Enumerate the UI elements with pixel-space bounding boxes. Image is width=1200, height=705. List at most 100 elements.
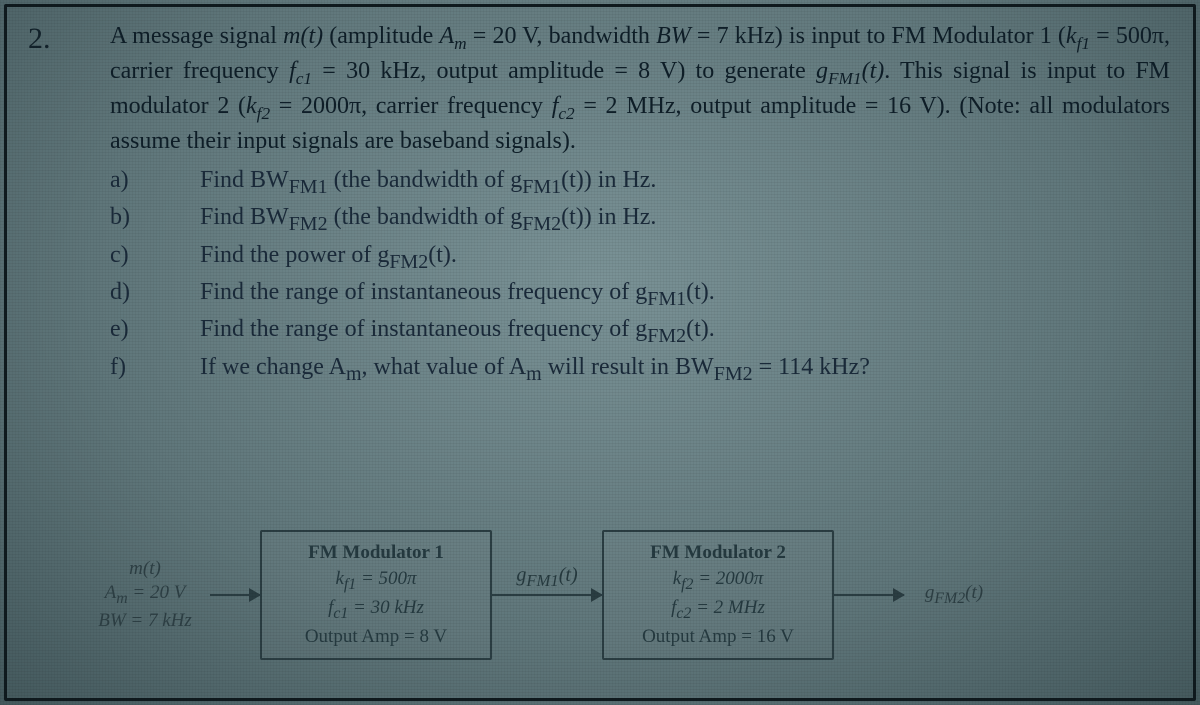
text: f [289,58,296,84]
s: FM1 [289,176,328,198]
symbol-kf2: kf2 [246,93,270,119]
t: g [635,279,647,305]
sub: c1 [296,69,312,88]
arrow-icon: gFM1(t) [492,594,602,596]
block-diagram: m(t) Am = 20 V BW = 7 kHz FM Modulator 1… [80,510,1120,680]
t: g [510,167,522,193]
text: A message signal [110,23,283,49]
input-line1: m(t) [80,557,210,581]
text: (t). [428,242,457,268]
mod2-title: FM Modulator 2 [618,540,818,566]
t: g [635,316,647,342]
part-b: b) Find BWFM2 (the bandwidth of gFM2(t))… [110,201,1170,238]
s: m [526,363,542,385]
s: FM2 [389,250,428,272]
symbol-Am: Am [439,23,466,49]
sub: c2 [558,104,574,123]
mod1-amp: Output Amp = 8 V [276,624,476,650]
mod1-fc: fc1 = 30 kHz [276,595,476,624]
t: A [509,354,526,380]
sym: gFM2 [510,204,561,230]
text: will result in [542,354,675,380]
text: (t). [686,279,715,305]
sym: Am [329,354,362,380]
sym: gFM2 [377,242,428,268]
part-e: e) Find the range of instantaneous frequ… [110,313,1170,350]
problem-statement: A message signal m(t) (amplitude Am = 20… [110,20,1170,158]
text: = 30 kHz, output amplitude = 8 V) to gen… [312,58,816,84]
text: Find [200,167,250,193]
text: (t) [862,58,885,84]
text: Find [200,204,250,230]
part-label: d) [110,276,200,313]
sym: BWFM2 [675,354,753,380]
symbol-fc2: fc2 [552,93,575,119]
text: Find the power of [200,242,377,268]
page: 2. A message signal m(t) (amplitude Am =… [0,0,1200,705]
s: m [346,363,362,385]
part-text: Find BWFM2 (the bandwidth of gFM2(t)) in… [200,201,1170,238]
sub: f1 [1077,34,1090,53]
parts-list: a) Find BWFM1 (the bandwidth of gFM1(t))… [110,164,1170,388]
part-c: c) Find the power of gFM2(t). [110,239,1170,276]
sub: m [454,34,466,53]
text: (t)) in Hz. [561,167,656,193]
mod2-fc: fc2 = 2 MHz [618,595,818,624]
mod2-amp: Output Amp = 16 V [618,624,818,650]
part-label: b) [110,201,200,238]
mod1-kf: kf1 = 500π [276,566,476,595]
sym: Am [509,354,542,380]
text: g [816,58,828,84]
text: k [246,93,257,119]
input-signal: m(t) Am = 20 V BW = 7 kHz [80,557,210,632]
text: , what value of [362,354,509,380]
t: BW [250,204,289,230]
input-line3: BW = 7 kHz [80,609,210,633]
s: FM1 [647,288,686,310]
text: = 20 V, bandwidth [467,23,657,49]
sym: BWFM2 [250,204,328,230]
part-text: Find the power of gFM2(t). [200,239,1170,276]
text: = 2000π, carrier frequency [270,93,552,119]
arrow-icon [834,594,904,596]
question-number: 2. [28,22,51,56]
text: (amplitude [323,23,439,49]
part-d: d) Find the range of instantaneous frequ… [110,276,1170,313]
text: If we change [200,354,329,380]
t: BW [250,167,289,193]
symbol-gfm1: gFM1(t) [816,58,884,84]
symbol-fc1: fc1 [289,58,312,84]
part-label: a) [110,164,200,201]
s: FM2 [289,213,328,235]
text: Find the range of instantaneous frequenc… [200,279,635,305]
part-label: f) [110,351,200,388]
t: g [377,242,389,268]
text: k [1066,23,1077,49]
mid-signal-label: gFM1(t) [492,564,602,591]
part-text: Find the range of instantaneous frequenc… [200,276,1170,313]
text: (t)) in Hz. [561,204,656,230]
text: (t). [686,316,715,342]
input-line2: Am = 20 V [80,581,210,609]
part-label: c) [110,239,200,276]
part-a: a) Find BWFM1 (the bandwidth of gFM1(t))… [110,164,1170,201]
part-f: f) If we change Am, what value of Am wil… [110,351,1170,388]
symbol-mt: m(t) [283,23,323,49]
text: (the bandwidth of [328,167,511,193]
sym: gFM1 [635,279,686,305]
sub: f2 [257,104,270,123]
arrow-icon [210,594,260,596]
text: Find the range of instantaneous frequenc… [200,316,635,342]
s: FM1 [522,176,561,198]
part-text: Find BWFM1 (the bandwidth of gFM1(t)) in… [200,164,1170,201]
output-signal: gFM2(t) [904,581,1004,609]
part-text: If we change Am, what value of Am will r… [200,351,1170,388]
mod2-kf: kf2 = 2000π [618,566,818,595]
s: FM2 [714,363,753,385]
sym: gFM1 [510,167,561,193]
t: BW [675,354,714,380]
sym: gFM2 [635,316,686,342]
t: g [510,204,522,230]
fm-modulator-1: FM Modulator 1 kf1 = 500π fc1 = 30 kHz O… [260,530,492,660]
t: A [329,354,346,380]
